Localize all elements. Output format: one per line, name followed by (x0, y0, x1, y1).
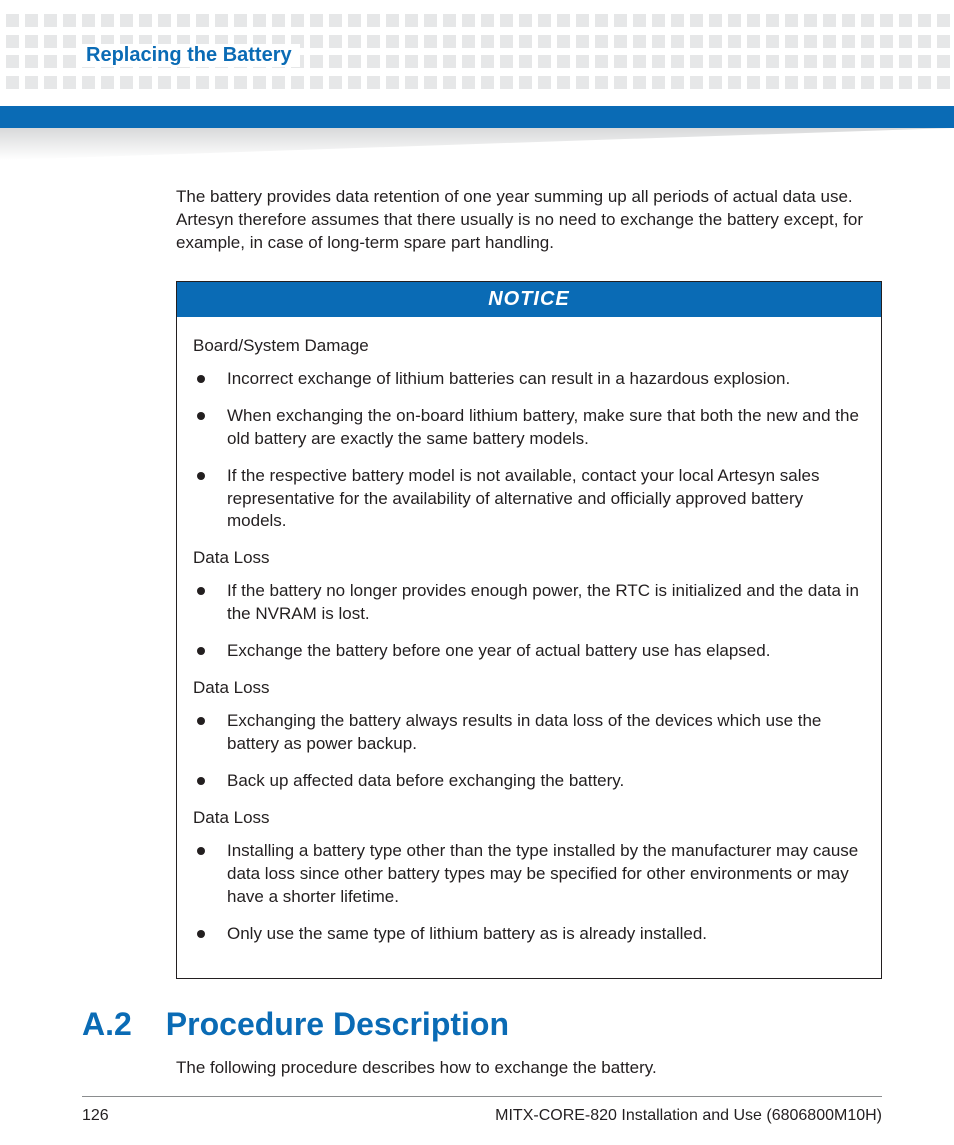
notice-item: Exchanging the battery always results in… (193, 710, 865, 756)
header-blue-bar (0, 106, 954, 128)
notice-item: Back up affected data before exchanging … (193, 770, 865, 793)
running-header-title: Replacing the Battery (82, 44, 300, 67)
notice-item: Installing a battery type other than the… (193, 840, 865, 909)
notice-group-list: If the battery no longer provides enough… (193, 580, 865, 663)
notice-header: NOTICE (177, 282, 881, 317)
section-number: A.2 (82, 1006, 132, 1043)
section-title: Procedure Description (166, 1006, 509, 1043)
notice-box: NOTICE Board/System Damage Incorrect exc… (176, 281, 882, 979)
notice-item: Only use the same type of lithium batter… (193, 923, 865, 946)
notice-group-list: Incorrect exchange of lithium batteries … (193, 368, 865, 534)
notice-item: When exchanging the on-board lithium bat… (193, 405, 865, 451)
notice-item: Incorrect exchange of lithium batteries … (193, 368, 865, 391)
header-shadow-wedge (0, 128, 954, 160)
intro-paragraph: The battery provides data retention of o… (176, 186, 882, 255)
notice-group-heading: Data Loss (193, 807, 865, 830)
footer-doc-title: MITX-CORE-820 Installation and Use (6806… (495, 1107, 882, 1125)
notice-item: Exchange the battery before one year of … (193, 640, 865, 663)
notice-body: Board/System Damage Incorrect exchange o… (177, 317, 881, 978)
notice-group-list: Exchanging the battery always results in… (193, 710, 865, 793)
footer-rule (82, 1096, 882, 1097)
notice-item: If the battery no longer provides enough… (193, 580, 865, 626)
section-body-paragraph: The following procedure describes how to… (176, 1058, 882, 1078)
notice-group-list: Installing a battery type other than the… (193, 840, 865, 946)
page-number: 126 (82, 1107, 109, 1125)
notice-group-heading: Board/System Damage (193, 335, 865, 358)
notice-group-heading: Data Loss (193, 547, 865, 570)
notice-item: If the respective battery model is not a… (193, 465, 865, 534)
notice-group-heading: Data Loss (193, 677, 865, 700)
